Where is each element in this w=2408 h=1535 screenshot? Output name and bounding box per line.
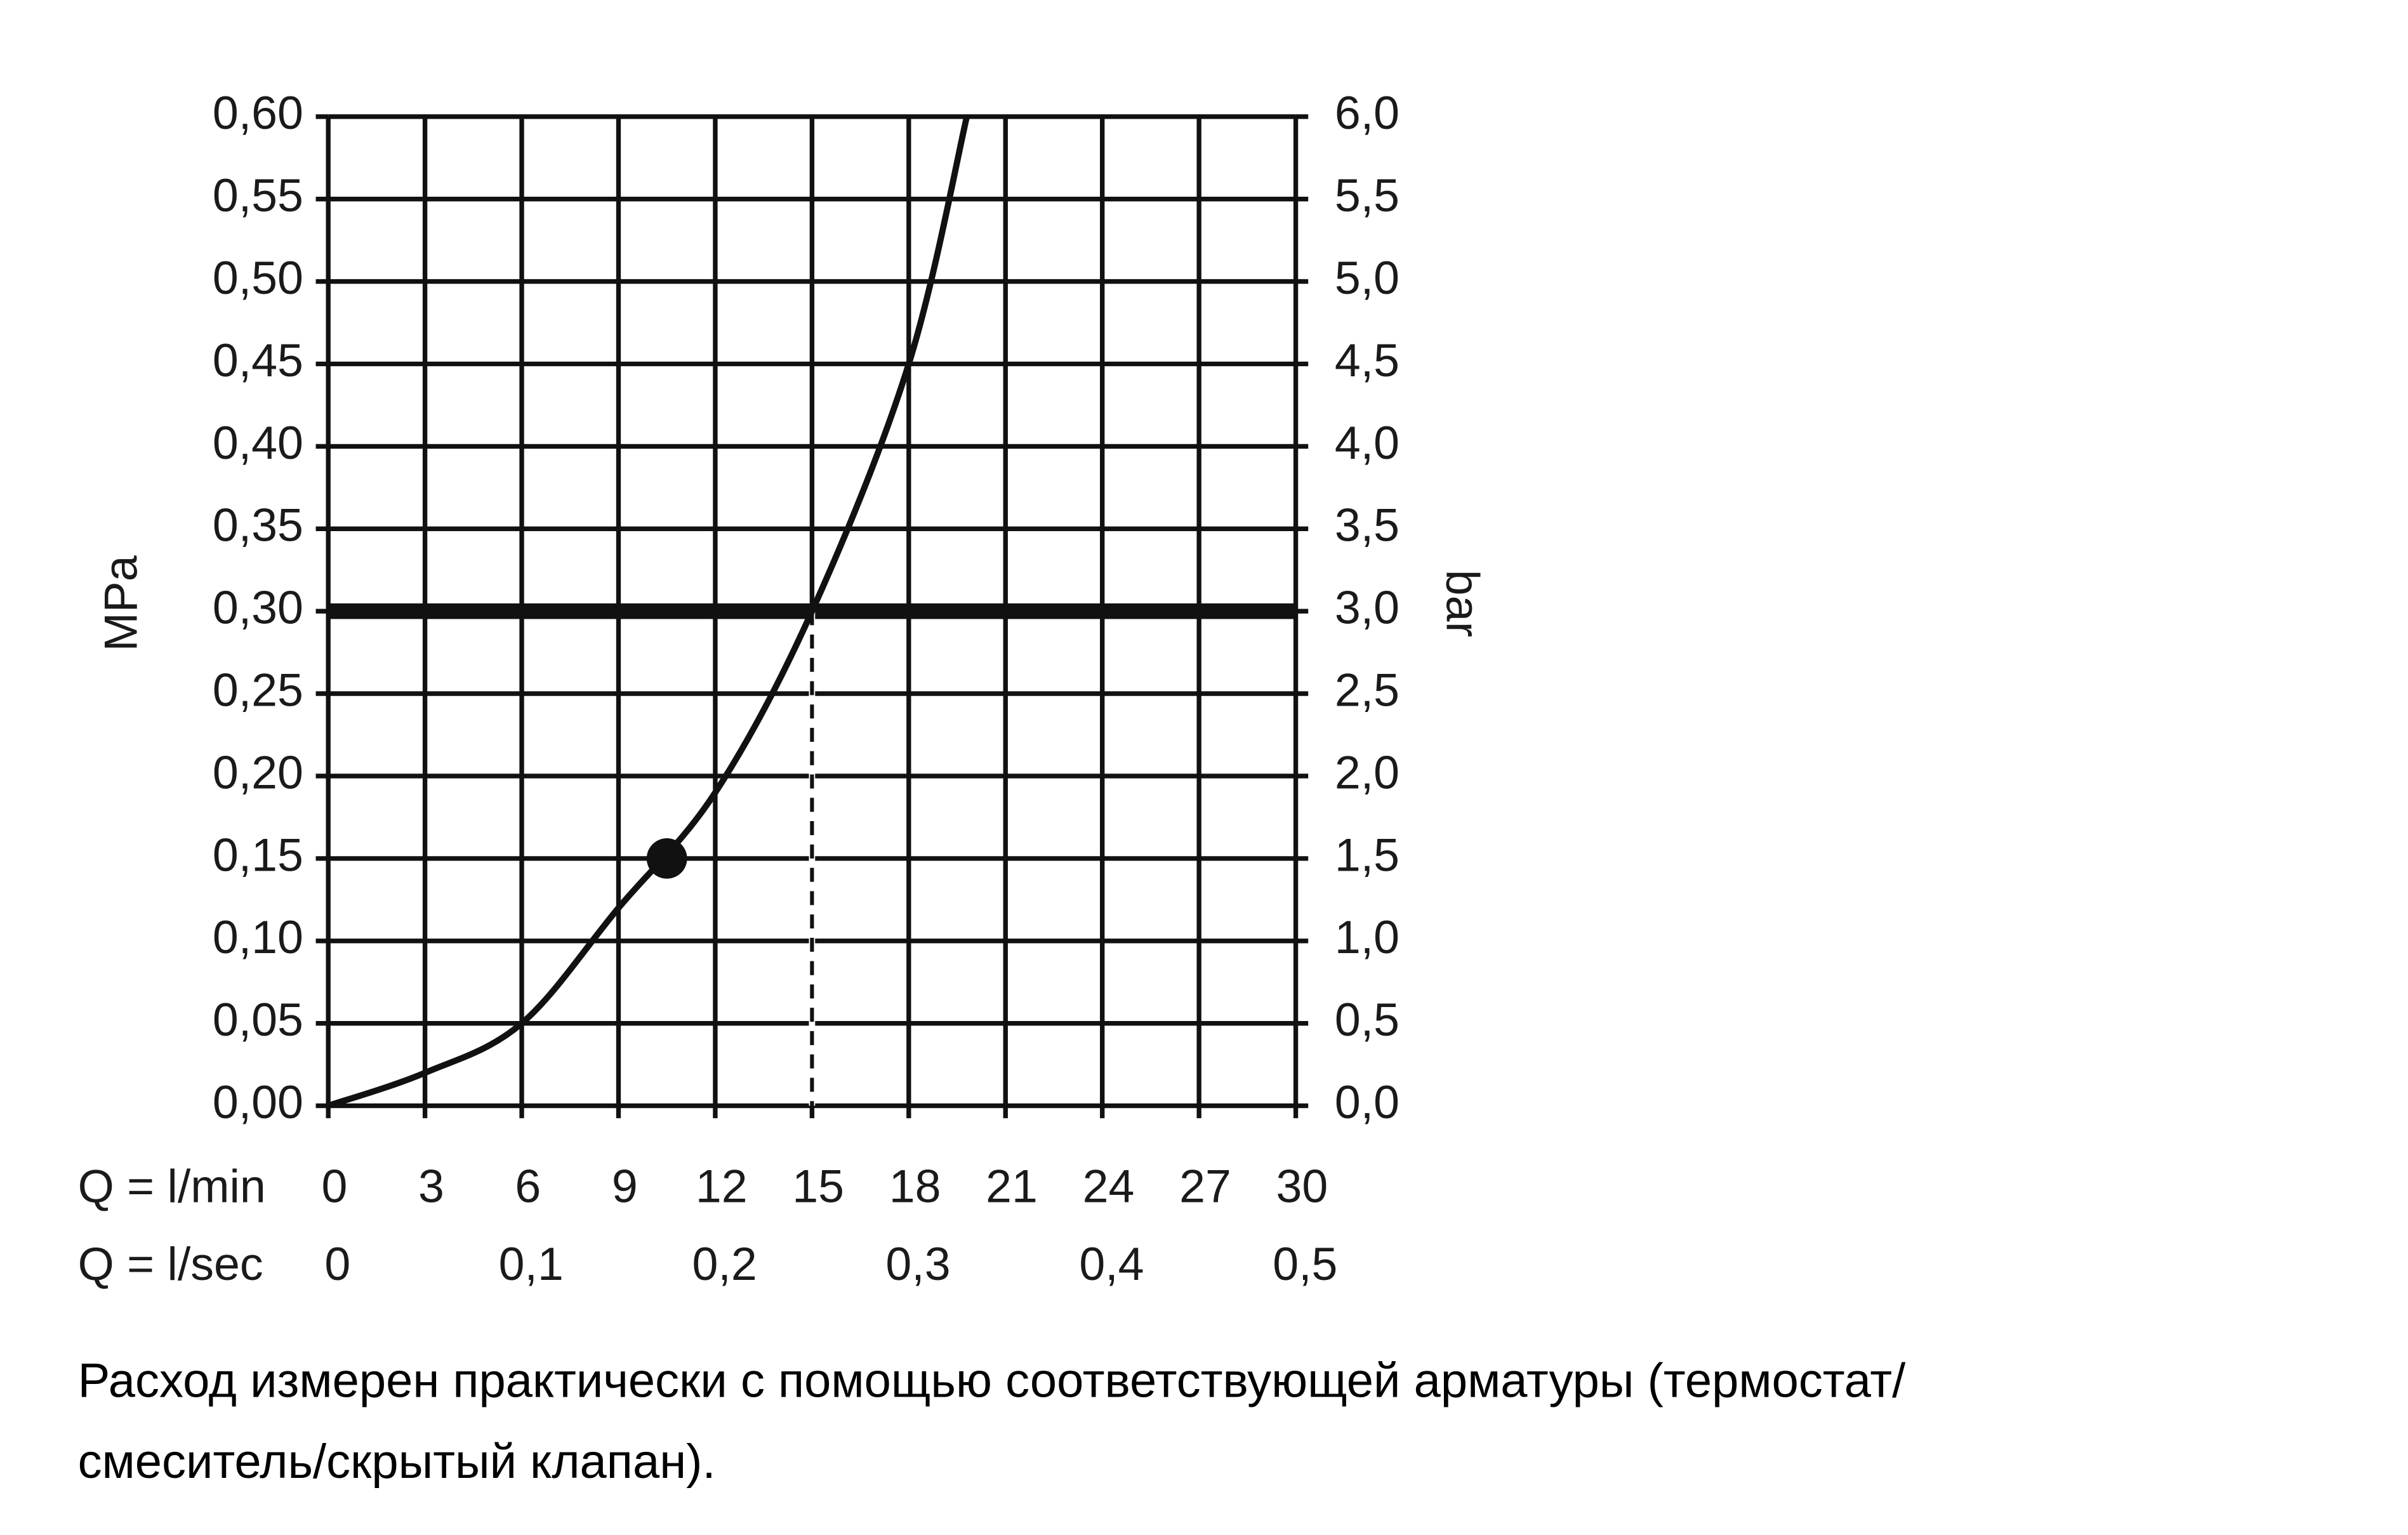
x2-tick-label: 0,3 [885,1237,950,1290]
x-tick-label: 27 [1179,1159,1231,1212]
y-tick-label: 0,00 [213,1076,303,1128]
y-tick-label: 0,15 [213,828,303,881]
note-line: Расход измерен практически с помощью соо… [78,1354,1907,1407]
y2-tick-label: 5,5 [1335,169,1399,221]
y-axis-label: MPa [95,555,147,651]
y2-tick-label: 0,0 [1335,1076,1399,1128]
x2-tick-label: 0,4 [1079,1237,1144,1290]
x-tick-label: 21 [986,1159,1038,1212]
x2-tick-label: 0,2 [692,1237,757,1290]
y-tick-label: 0,25 [213,664,303,716]
x-tick-label: 0 [322,1159,348,1212]
y-tick-label: 0,30 [213,581,303,634]
y2-tick-label: 2,5 [1335,664,1399,716]
y-tick-label: 0,60 [213,86,303,139]
y2-tick-label: 5,0 [1335,251,1399,304]
y2-tick-label: 4,0 [1335,416,1399,469]
y2-tick-label: 4,5 [1335,334,1399,386]
x-tick-label: 30 [1276,1159,1328,1212]
x2-tick-label: 0,1 [499,1237,564,1290]
y2-tick-label: 3,5 [1335,499,1399,551]
y-tick-label: 0,55 [213,169,303,221]
x-tick-label: 3 [418,1159,444,1212]
y2-tick-label: 3,0 [1335,581,1399,634]
y-tick-label: 0,50 [213,251,303,304]
x-tick-label: 18 [889,1159,941,1212]
x-tick-label: 24 [1083,1159,1135,1212]
x2-axis-label: Q = l/sec [78,1237,263,1290]
operating-point [646,838,687,879]
y2-tick-label: 1,5 [1335,828,1399,881]
y-tick-label: 0,20 [213,746,303,798]
x-tick-label: 6 [515,1159,541,1212]
x2-tick-label: 0 [324,1237,350,1290]
y-tick-label: 0,45 [213,334,303,386]
y2-tick-label: 2,0 [1335,746,1399,798]
y-tick-label: 0,35 [213,499,303,551]
x-tick-label: 15 [792,1159,844,1212]
y2-axis-label: bar [1437,570,1490,637]
y2-tick-label: 0,5 [1335,993,1399,1046]
y2-tick-label: 1,0 [1335,911,1399,963]
y-tick-label: 0,10 [213,911,303,963]
x-tick-label: 12 [696,1159,748,1212]
curve [327,115,970,1109]
x2-tick-label: 0,5 [1273,1237,1337,1290]
note-line: смеситель/скрытый клапан). [78,1435,716,1489]
y-tick-label: 0,05 [213,993,303,1046]
x-axis-label: Q = l/min [78,1159,266,1212]
y2-tick-label: 6,0 [1335,86,1399,139]
x-tick-label: 9 [612,1159,638,1212]
y-tick-label: 0,40 [213,416,303,469]
